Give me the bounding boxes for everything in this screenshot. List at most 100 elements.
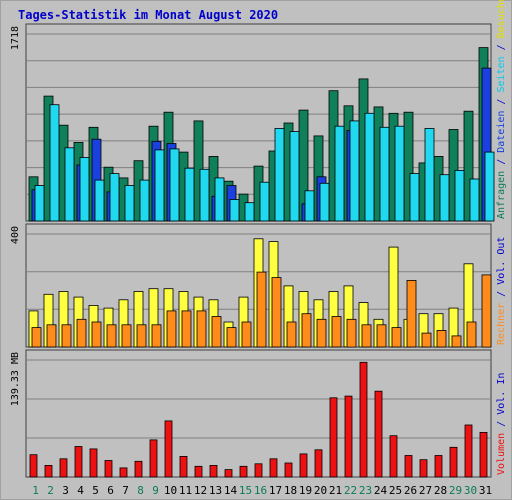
rechner-bar [121,324,132,348]
day-label: 8 [137,484,144,497]
rechner-bar [331,316,342,348]
rechner-bar [271,277,282,348]
rechner-bar [196,310,207,348]
day-label: 14 [224,484,238,497]
seiten-bar [169,148,180,222]
volumen-bar [329,397,338,478]
day-label: 17 [269,484,282,497]
legend-part: Anfragen [496,171,507,219]
volumen-bar [374,390,383,478]
rechner-bar [361,324,372,348]
seiten-bar [274,127,285,222]
day-label: 26 [404,484,417,497]
seiten-bar [34,185,45,222]
day-label: 27 [419,484,432,497]
legend-part: / [496,415,507,433]
rechner-bar [301,313,312,348]
rechner-bar [91,321,102,348]
volumen-bar [104,460,113,478]
day-label: 28 [434,484,447,497]
rechner-bar [241,321,252,348]
rechner-bar [46,324,57,348]
legend-part: / [496,38,507,56]
rechner-bar [391,327,402,348]
volumen-bar [209,464,218,478]
legend-label: Volumen / Vol. In [496,373,507,475]
seiten-bar [394,125,405,222]
legend-part: Vol. Out [496,237,507,285]
volumen-bar [179,455,188,478]
seiten-bar [379,126,390,222]
day-label: 3 [62,484,69,497]
seiten-bar [229,199,240,222]
bottom-panel-area [25,349,492,478]
day-label: 29 [449,484,462,497]
seiten-bar [289,131,300,222]
rechner-bar [136,324,147,348]
legend-part: Rechner [496,303,507,345]
seiten-bar [259,181,270,222]
day-label: 21 [329,484,342,497]
seiten-bar [244,202,255,222]
legend-part: Seiten [496,56,507,92]
seiten-bar [124,185,135,222]
rechner-bar [151,324,162,348]
volumen-bar [269,458,278,478]
day-label: 1 [32,484,39,497]
rechner-bar [316,318,327,348]
rechner-bar [76,318,87,348]
chart-title: Tages-Statistik im Monat August 2020 [18,8,279,22]
rechner-bar [61,324,72,348]
day-label: 18 [284,484,297,497]
ymax-label: 400 [10,226,21,244]
seiten-bar [409,173,420,222]
day-label: 9 [152,484,159,497]
volumen-bar [359,361,368,478]
seiten-bar [199,168,210,222]
volumen-bar [134,460,143,478]
day-label: 12 [194,484,207,497]
rechner-bar [376,324,387,348]
volumen-bar [344,395,353,478]
rechner-bar [226,327,237,348]
day-label: 16 [254,484,267,497]
volumen-bar [314,449,323,478]
seiten-bar [304,190,315,222]
volumen-bar [419,459,428,478]
legend-part: Dateien [496,111,507,153]
rechner-bar [166,310,177,348]
seiten-bar [64,147,75,222]
day-label: 22 [344,484,357,497]
rechner-bar [211,316,222,348]
rechner-bar [256,271,267,348]
volumen-bar [164,420,173,478]
seiten-bar [139,179,150,222]
rechner-bar [421,332,432,348]
volumen-bar [89,448,98,478]
day-label: 20 [314,484,327,497]
ymax-label: 139.33 MB [10,352,21,406]
volumen-bar [479,431,488,478]
seiten-bar [94,179,105,222]
rechner-bar [106,324,117,348]
seiten-bar [364,112,375,222]
seiten-bar [454,169,465,222]
volumen-bar [239,465,248,478]
volumen-bar [74,446,83,478]
seiten-bar [439,174,450,222]
day-label: 11 [179,484,192,497]
seiten-bar [109,173,120,222]
day-label: 15 [239,484,252,497]
legend-part: Besuche [496,0,507,38]
volumen-bar [404,455,413,478]
day-label: 19 [299,484,312,497]
rechner-bar [181,310,192,348]
legend-part: / [496,153,507,171]
ymax-label: 1718 [10,26,21,50]
seiten-bar [469,178,480,222]
day-label: 24 [374,484,388,497]
day-label: 10 [164,484,177,497]
volumen-bar [434,455,443,478]
day-label: 2 [47,484,54,497]
